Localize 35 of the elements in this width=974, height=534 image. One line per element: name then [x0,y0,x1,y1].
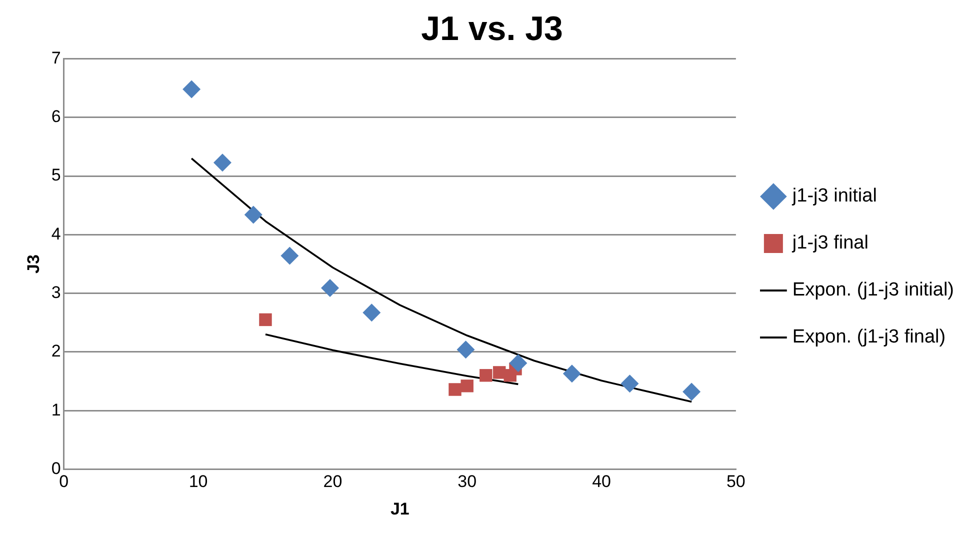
point [362,304,381,322]
y-tick-label: 3 [51,283,61,302]
y-tick-label: 1 [51,400,61,420]
point [321,279,339,298]
x-tick-label: 30 [458,472,477,492]
x-tick-label: 40 [592,472,611,492]
y-tick-label: 4 [51,224,61,244]
point [280,246,299,265]
point [562,364,581,383]
x-tick-label: 50 [726,472,746,492]
y-axis-title: J3 [24,254,43,274]
point [620,374,639,393]
point [244,206,262,224]
point [460,380,474,392]
point [213,154,232,172]
x-tick-label: 10 [188,472,208,492]
y-tick-label: 5 [51,166,61,185]
legend-label: Expon. (j1-j3 initial) [792,280,954,301]
y-tick-label: 2 [51,342,61,361]
chart-title: J1 vs. J3 [421,10,563,48]
y-tick-label: 6 [51,107,61,126]
point [456,340,475,359]
legend-label: j1-j3 final [791,232,868,254]
point [182,80,201,98]
legend-label: Expon. (j1-j3 final) [792,326,946,348]
point [682,382,701,401]
point [259,313,272,326]
y-tick-label: 7 [51,48,61,68]
x-tick-label: 20 [323,472,342,492]
point [448,383,462,396]
legend-label: j1-j3 initial [791,186,877,207]
x-axis-title: J1 [390,499,410,518]
point [480,369,492,382]
point [509,354,528,372]
y-tick-label: 0 [51,458,61,478]
